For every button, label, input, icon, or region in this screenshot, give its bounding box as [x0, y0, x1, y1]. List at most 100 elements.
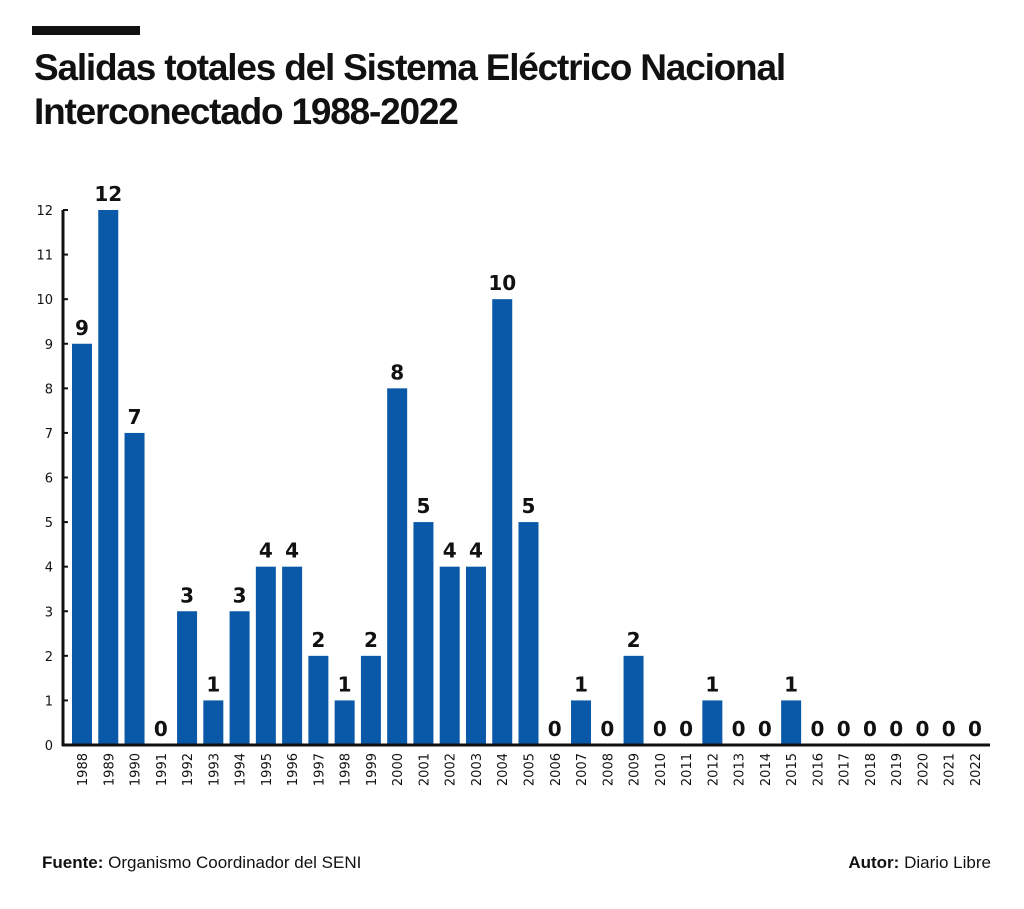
bar-2012: [702, 700, 723, 745]
data-label-2010: 0: [653, 717, 667, 741]
bar-2009: [623, 655, 644, 745]
bar-1995: [255, 566, 276, 745]
author-label: Autor:: [848, 853, 900, 872]
chart-title-line1: Salidas totales del Sistema Eléctrico Na…: [34, 47, 786, 88]
x-tick-label-2019: 2019: [890, 753, 905, 786]
x-tick-label-2001: 2001: [417, 753, 432, 786]
x-tick-label-1995: 1995: [260, 753, 275, 786]
x-tick-label-2000: 2000: [391, 753, 406, 786]
source-value: Organismo Coordinador del SENI: [108, 853, 362, 872]
x-tick-label-2012: 2012: [706, 753, 721, 786]
y-tick-label-4: 4: [45, 561, 53, 576]
data-label-2017: 0: [837, 717, 851, 741]
data-label-2012: 1: [705, 672, 719, 696]
y-tick-label-10: 10: [36, 293, 53, 308]
y-tick-label-5: 5: [45, 516, 53, 531]
bar-chart: 9198812198971990019913199211993319944199…: [36, 182, 990, 786]
x-tick-label-2021: 2021: [943, 753, 958, 786]
data-label-2016: 0: [810, 717, 824, 741]
x-tick-label-2013: 2013: [733, 753, 748, 786]
author-value: Diario Libre: [904, 853, 991, 872]
source-credit: Fuente: Organismo Coordinador del SENI: [42, 853, 361, 873]
data-label-1989: 12: [94, 182, 122, 206]
bar-1997: [308, 655, 329, 745]
data-label-2000: 8: [390, 360, 404, 384]
y-tick-label-11: 11: [36, 249, 53, 264]
data-label-1991: 0: [154, 717, 168, 741]
x-tick-label-1994: 1994: [234, 753, 249, 786]
x-tick-label-1998: 1998: [339, 753, 354, 786]
x-tick-label-1997: 1997: [312, 753, 327, 786]
data-label-2015: 1: [784, 672, 798, 696]
x-tick-label-2016: 2016: [811, 753, 826, 786]
x-tick-label-1992: 1992: [181, 753, 196, 786]
bar-2005: [518, 522, 539, 745]
data-label-1992: 3: [180, 583, 194, 607]
data-label-2014: 0: [758, 717, 772, 741]
x-tick-label-2014: 2014: [759, 753, 774, 786]
bar-2003: [465, 566, 486, 745]
x-tick-label-2007: 2007: [575, 753, 590, 786]
x-tick-label-1991: 1991: [155, 753, 170, 786]
data-label-2020: 0: [916, 717, 930, 741]
x-tick-label-2003: 2003: [470, 753, 485, 786]
data-label-1999: 2: [364, 628, 378, 652]
data-label-2005: 5: [522, 494, 536, 518]
bar-2007: [571, 700, 592, 745]
bar-1996: [282, 566, 303, 745]
bar-2002: [439, 566, 460, 745]
data-label-2011: 0: [679, 717, 693, 741]
y-tick-label-0: 0: [45, 739, 53, 754]
x-tick-label-1988: 1988: [76, 753, 91, 786]
bar-1988: [72, 343, 92, 745]
title-accent-bar: [32, 26, 140, 35]
data-label-2013: 0: [732, 717, 746, 741]
x-tick-label-2009: 2009: [628, 753, 643, 786]
bar-2000: [387, 388, 408, 745]
y-tick-label-2: 2: [45, 650, 53, 665]
x-tick-label-2002: 2002: [444, 753, 459, 786]
x-tick-label-2017: 2017: [838, 753, 853, 786]
bar-1998: [334, 700, 355, 745]
data-label-2004: 10: [488, 271, 516, 295]
y-tick-label-1: 1: [45, 694, 53, 709]
x-tick-label-2018: 2018: [864, 753, 879, 786]
data-label-1993: 1: [206, 672, 220, 696]
x-tick-label-2010: 2010: [654, 753, 669, 786]
x-tick-label-2022: 2022: [969, 753, 984, 786]
data-label-2007: 1: [574, 672, 588, 696]
data-label-1996: 4: [285, 539, 299, 563]
data-label-1990: 7: [128, 405, 142, 429]
source-label: Fuente:: [42, 853, 104, 872]
data-label-2003: 4: [469, 539, 483, 563]
x-tick-label-2005: 2005: [523, 753, 538, 786]
data-label-2001: 5: [416, 494, 430, 518]
chart-title-line2: Interconectado 1988-2022: [34, 91, 459, 132]
x-tick-label-1996: 1996: [286, 753, 301, 786]
y-tick-label-9: 9: [45, 338, 53, 353]
y-tick-label-12: 12: [36, 204, 53, 219]
data-label-2018: 0: [863, 717, 877, 741]
x-tick-label-1993: 1993: [207, 753, 222, 786]
bar-1993: [203, 700, 224, 745]
x-tick-label-2020: 2020: [916, 753, 931, 786]
x-tick-label-2015: 2015: [785, 753, 800, 786]
bar-2004: [492, 299, 513, 745]
y-tick-label-7: 7: [45, 427, 53, 442]
bar-2015: [781, 700, 802, 745]
y-tick-label-6: 6: [45, 472, 53, 487]
bar-1992: [177, 611, 198, 745]
bar-2001: [413, 522, 434, 745]
bar-1989: [98, 210, 119, 745]
x-tick-label-2011: 2011: [680, 753, 695, 786]
chart-title: Salidas totales del Sistema Eléctrico Na…: [34, 46, 786, 134]
bar-1990: [124, 432, 145, 745]
y-tick-label-8: 8: [45, 382, 53, 397]
data-label-2009: 2: [627, 628, 641, 652]
author-credit: Autor: Diario Libre: [848, 853, 991, 873]
data-label-1994: 3: [233, 583, 247, 607]
x-tick-label-2008: 2008: [601, 753, 616, 786]
data-label-1995: 4: [259, 539, 273, 563]
bar-1994: [229, 611, 250, 745]
x-tick-label-1999: 1999: [365, 753, 380, 786]
